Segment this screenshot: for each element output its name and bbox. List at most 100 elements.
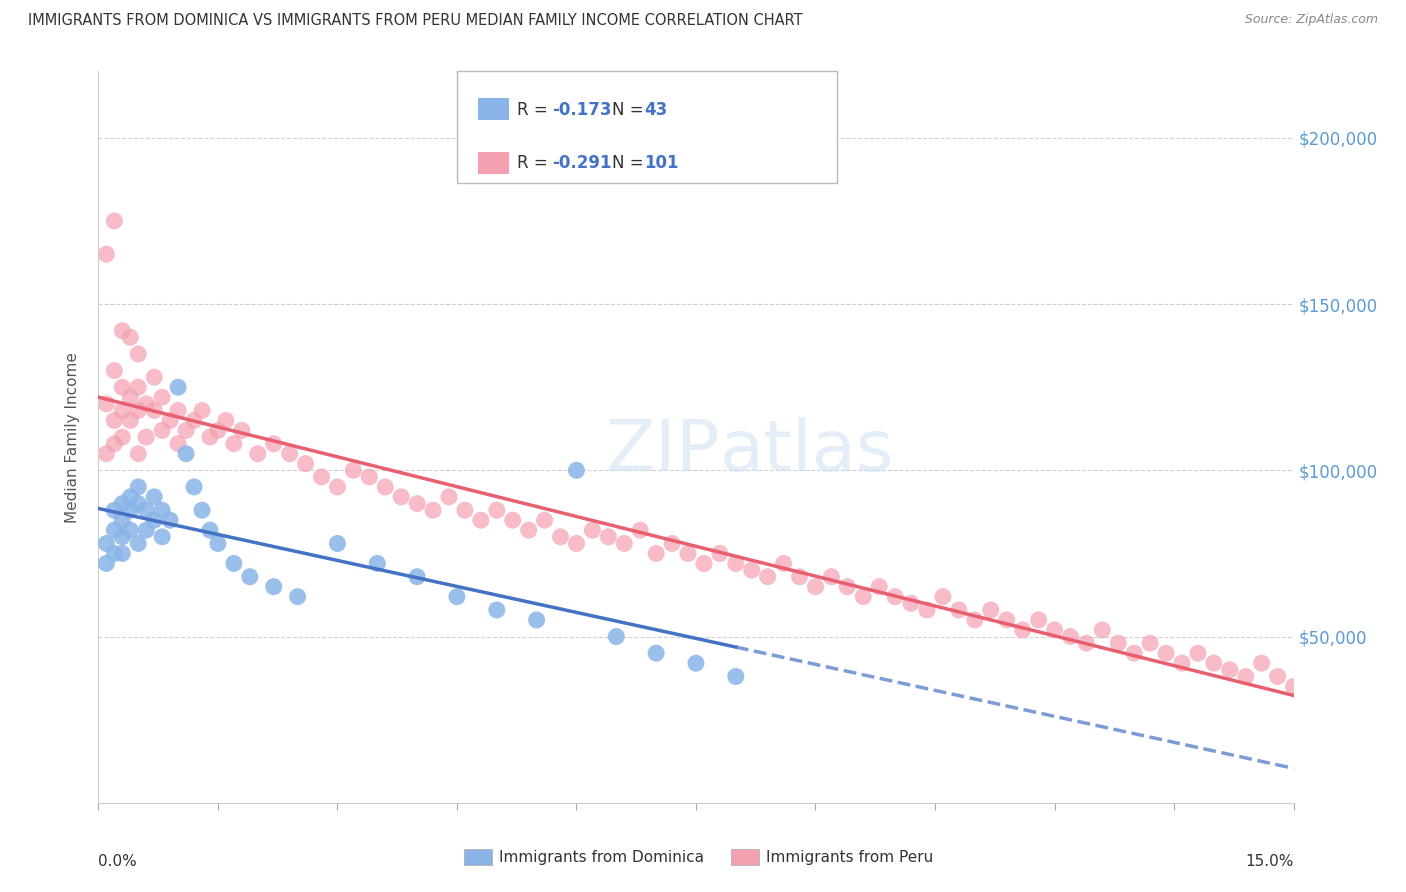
Point (222, 557, 245, 571)
Text: 0.0%: 0.0% (98, 854, 138, 869)
Point (685, 656, 707, 670)
Point (167, 403, 190, 417)
Point (995, 613, 1018, 627)
Point (143, 370, 166, 384)
Point (389, 490, 412, 504)
Point (127, 403, 149, 417)
Point (183, 413, 205, 427)
Point (127, 480, 149, 494)
Point (359, 470, 381, 484)
Text: -0.291: -0.291 (553, 154, 612, 172)
Point (198, 523, 221, 537)
Point (294, 457, 316, 471)
Point (772, 557, 794, 571)
Point (191, 403, 214, 417)
Point (1028, 613, 1050, 627)
Point (820, 570, 842, 584)
Point (103, 214, 125, 228)
Text: IMMIGRANTS FROM DOMINICA VS IMMIGRANTS FROM PERU MEDIAN FAMILY INCOME CORRELATIO: IMMIGRANTS FROM DOMINICA VS IMMIGRANTS F… (28, 13, 803, 29)
Point (550, 530, 572, 544)
Point (1282, 680, 1305, 694)
Point (239, 570, 262, 584)
Point (1250, 656, 1272, 670)
Point (127, 380, 149, 394)
Point (103, 523, 125, 537)
Text: Immigrants from Peru: Immigrants from Peru (766, 850, 934, 864)
Point (143, 490, 166, 504)
Point (502, 513, 524, 527)
Point (724, 669, 747, 683)
Point (231, 424, 253, 438)
Point (1234, 669, 1257, 683)
Point (676, 546, 699, 560)
Point (605, 630, 627, 644)
Point (517, 523, 540, 537)
Point (103, 503, 125, 517)
Point (406, 497, 429, 511)
Point (150, 503, 173, 517)
Point (709, 546, 731, 560)
Point (406, 570, 429, 584)
Point (884, 590, 907, 604)
Point (135, 523, 157, 537)
Point (437, 490, 460, 504)
Point (96, 536, 118, 550)
Point (485, 503, 508, 517)
Point (932, 590, 955, 604)
Point (96, 247, 118, 261)
Point (96, 557, 118, 571)
Point (222, 436, 245, 450)
Point (963, 613, 986, 627)
Text: Immigrants from Dominica: Immigrants from Dominica (499, 850, 704, 864)
Point (120, 330, 142, 344)
Point (533, 513, 555, 527)
Point (111, 546, 134, 560)
Point (645, 646, 668, 660)
Point (120, 390, 142, 404)
Point (1154, 646, 1177, 660)
Point (96, 397, 118, 411)
Point (1171, 656, 1194, 670)
Point (1076, 636, 1098, 650)
Point (581, 523, 603, 537)
Point (198, 430, 221, 444)
Text: N =: N = (612, 154, 648, 172)
Point (111, 513, 134, 527)
Point (948, 603, 970, 617)
Point (143, 403, 166, 417)
Text: 15.0%: 15.0% (1246, 854, 1294, 869)
Point (167, 380, 190, 394)
Point (980, 603, 1002, 617)
Point (1267, 669, 1289, 683)
Point (868, 580, 890, 594)
Point (1011, 623, 1033, 637)
Point (1059, 630, 1081, 644)
Point (111, 430, 134, 444)
Point (485, 603, 508, 617)
Point (103, 363, 125, 377)
Text: N =: N = (612, 101, 648, 119)
Point (111, 530, 134, 544)
Point (103, 546, 125, 560)
Point (446, 590, 468, 604)
Text: R =: R = (517, 154, 554, 172)
Point (852, 590, 875, 604)
Point (1107, 636, 1129, 650)
Point (103, 436, 125, 450)
Point (287, 590, 309, 604)
Point (167, 436, 190, 450)
Point (661, 536, 683, 550)
Point (1139, 636, 1161, 650)
Point (207, 536, 229, 550)
Point (111, 380, 134, 394)
Text: R =: R = (517, 101, 554, 119)
Point (143, 513, 166, 527)
Point (565, 536, 588, 550)
Point (191, 503, 214, 517)
Point (915, 603, 938, 617)
Point (724, 557, 747, 571)
Point (127, 536, 149, 550)
Point (837, 580, 859, 594)
Point (135, 503, 157, 517)
Point (111, 497, 134, 511)
